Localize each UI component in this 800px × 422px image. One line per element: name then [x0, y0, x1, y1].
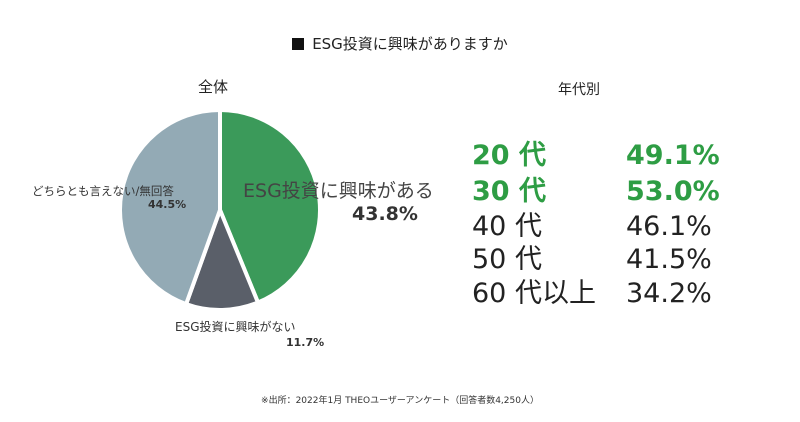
pie-slice-interested	[218, 108, 322, 305]
age-label-30s: 30 代	[472, 176, 546, 207]
age-value-20s: 49.1%	[626, 140, 720, 171]
age-value-60s-plus: 34.2%	[626, 278, 712, 309]
square-bullet-icon	[292, 38, 305, 50]
age-label-60s-plus: 60 代以上	[472, 278, 596, 309]
source-note: ※出所：2022年1月 THEOユーザーアンケート（回答者数4,250人）	[261, 396, 539, 406]
slice-label-not-interested: ESG投資に興味がない	[175, 320, 296, 334]
slice-label-interested: ESG投資に興味がある	[243, 180, 434, 202]
age-label-40s: 40 代	[472, 211, 542, 242]
slice-value-interested: 43.8%	[352, 203, 418, 225]
chart-title: ESG投資に興味がありますか	[0, 33, 800, 54]
slice-value-undecided: 44.5%	[148, 198, 187, 211]
age-table-caption: 年代別	[558, 82, 600, 98]
age-value-30s: 53.0%	[626, 176, 720, 207]
age-label-50s: 50 代	[472, 244, 542, 275]
age-value-40s: 46.1%	[626, 211, 712, 242]
age-value-50s: 41.5%	[626, 244, 712, 275]
chart-title-text: ESG投資に興味がありますか	[312, 35, 508, 53]
age-label-20s: 20 代	[472, 140, 546, 171]
slice-value-not-interested: 11.7%	[286, 336, 325, 349]
slice-label-undecided: どちらとも言えない/無回答	[32, 184, 174, 198]
pie-caption: 全体	[198, 78, 229, 96]
pie-slice-undecided	[118, 108, 222, 307]
